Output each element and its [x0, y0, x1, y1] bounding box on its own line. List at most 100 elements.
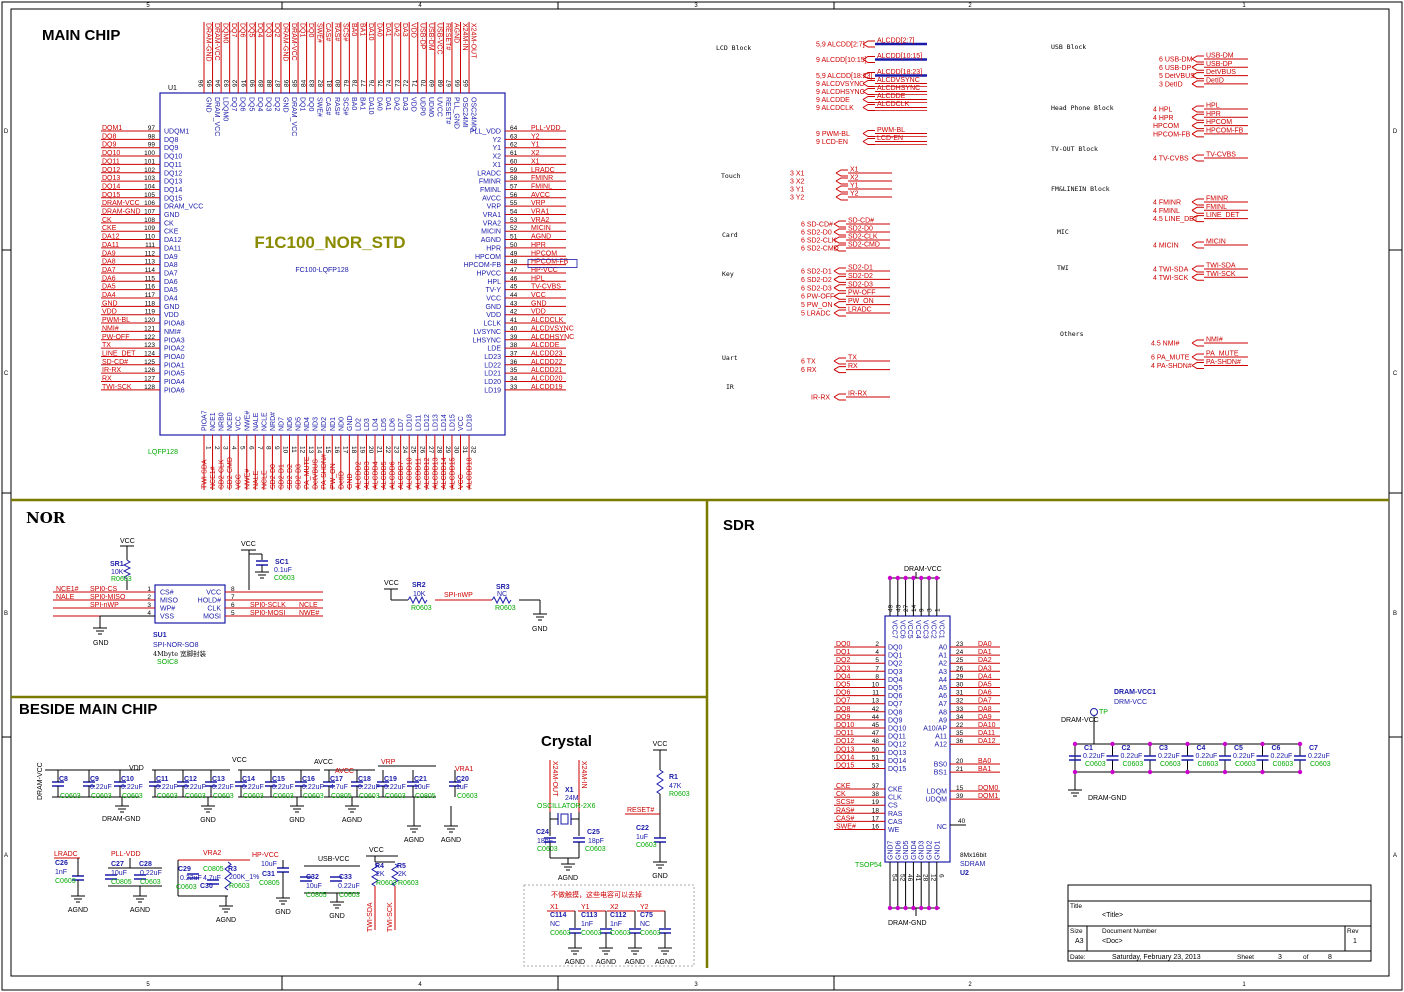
nor-gnd-symbol	[93, 627, 107, 635]
u2-pin-number: 14	[911, 604, 918, 612]
u1-top-pins: DRAM-GND 96 GND DRAM-VCC 95 DRAM_VCC DQM0 94 LDQ…	[198, 22, 477, 136]
u1-pin-name: DA1	[384, 97, 391, 111]
u2-pins: 49VCC743VCC627VCC514VCC49VCC33VCC21VCC1G…	[834, 575, 1000, 911]
test-point-icon	[1090, 708, 1098, 716]
cap-value: 0.22uF	[1158, 753, 1180, 760]
block-key-pw-off-net-label: PW-OFF	[848, 290, 875, 297]
u1-pin-name: LDQM0	[222, 97, 229, 121]
r4-value: 2K	[376, 871, 385, 878]
u1-pin-name: LHSYNC	[473, 337, 501, 344]
u1-net-label: SD2-CMD	[227, 457, 234, 489]
u1-pin-name: GND	[164, 304, 180, 311]
su1-pin-number: 5	[231, 610, 235, 617]
c28-value: 0.22uF	[140, 870, 162, 877]
block-head-phone-block-hpr-sheet-signal: 4 HPR	[1153, 115, 1174, 122]
u2-pin-name: CKE	[888, 787, 903, 794]
beside-c19-value: 0.22uF	[384, 784, 406, 791]
u1-pin-number: 127	[144, 376, 155, 383]
u2-pin-number: 29	[956, 673, 964, 680]
u1-pin-name: VRA2	[483, 220, 501, 227]
u1-pin-name: SCS#	[341, 97, 348, 115]
block-card-sd2-d0-net-label: SD2-D0	[848, 226, 873, 233]
u2-pin-number: 30	[956, 682, 964, 689]
u2-pin-number: 4	[875, 649, 879, 656]
u1-pin-number: 7	[256, 446, 263, 450]
r5-value: 2K	[398, 871, 407, 878]
cap-junction	[1297, 769, 1303, 775]
u1-net-label: PWM-BL	[102, 317, 130, 324]
u1-pin-number: 78	[352, 79, 359, 87]
touch-c112-agnd-label: AGND	[625, 959, 645, 966]
u2-net-label: CAS#	[836, 815, 854, 822]
u1-pin-number: 66	[455, 79, 462, 87]
u1-net-label: DA5	[102, 284, 116, 291]
u1-pin-number: 72	[403, 79, 410, 87]
u1-pin-number: 86	[284, 79, 291, 87]
u1-pin-name: LVSYNC	[474, 329, 502, 336]
u1-net-label: ALCDHSYNC	[531, 334, 574, 341]
u1-net-label: ALCDD5	[381, 461, 388, 489]
touch-c114-package: C0603	[550, 930, 571, 937]
u1-pin-number: 1	[205, 446, 212, 450]
u1-pin-name: DRAM_VCC	[213, 97, 220, 136]
u2-pin-name: VCC5	[906, 620, 913, 639]
u1-pin-name: DA8	[164, 262, 178, 269]
c31-value: 10uF	[261, 861, 277, 868]
u1-net-label: ALCDD4	[373, 461, 380, 489]
block-fm-linein-block-line-det-port-arrow	[1191, 215, 1204, 223]
block-key-lradc-port-arrow	[833, 309, 846, 317]
u1-pin-number: 68	[437, 79, 444, 87]
u1-net-label: TV-CVBS	[531, 284, 561, 291]
u1-net-label: GND	[347, 473, 354, 489]
gnd-1-symbol	[201, 805, 215, 813]
u1-pin-name: ND6	[287, 417, 294, 431]
block-head-phone-block-hpcom-sheet-signal: HPCOM	[1153, 123, 1179, 130]
u1-net-label: SWE#	[316, 23, 323, 43]
touch-c112-value: 1nF	[610, 921, 622, 928]
c25-value: 18pF	[588, 838, 604, 845]
r4-package: R0603	[376, 880, 397, 887]
u2-pin-name: GND2	[927, 840, 934, 860]
u1-pin-name: VDD	[164, 312, 179, 319]
c24-ref: C24	[536, 829, 549, 836]
block-key-pw-on-port-arrow	[833, 301, 846, 309]
u1-pin-number: 67	[446, 79, 453, 87]
block-mic-micin-sheet-signal: 4 MICIN	[1153, 243, 1179, 250]
u1-pin-number: 111	[145, 242, 155, 249]
c33-package: C0603	[339, 892, 360, 899]
block-label-usb-block: USB Block	[1051, 43, 1086, 51]
r5-package: R0603	[398, 880, 419, 887]
block-lcd-block-alcdd-2-7--sheet-signal: 5,9 ALCDD[2:7]	[816, 42, 865, 49]
u1-pin-name: DQ7	[230, 97, 237, 112]
u1-pin-name: LDE	[487, 346, 501, 353]
u1-net-label: HPCOM-FB	[531, 259, 569, 266]
u1-net-label: SD2-D3	[296, 464, 303, 489]
hp-vcc-net: HP-VCC	[252, 852, 279, 859]
u1-net-label: SD-CD#	[102, 359, 128, 366]
su1-pin-number: 2	[147, 594, 151, 601]
u2-net-label: DQ7	[836, 698, 851, 705]
u1-net-label: ALCDD14	[441, 457, 448, 489]
block-label-uart: Uart	[722, 354, 738, 362]
sr1-ref: SR1	[110, 561, 124, 568]
block-others-nmi--sheet-signal: 4.5 NMI#	[1151, 341, 1180, 348]
u1-net-label: SD2-D1	[278, 464, 285, 489]
u1-pin-name: Y2	[492, 137, 501, 144]
u2-net-label: DA10	[978, 722, 996, 729]
r3-value: 200K_1%	[229, 874, 259, 881]
u1-pin-number: 65	[463, 79, 470, 87]
u1-pin-name: DA6	[164, 279, 178, 286]
u2-pin-name: VCC1	[937, 620, 944, 639]
r3-resistor	[224, 861, 232, 891]
c22-package: C0603	[636, 842, 657, 849]
u2-net-label: DA8	[978, 706, 992, 713]
u2-pin-name: DQ8	[888, 709, 903, 716]
u1-pin-name: LD12	[424, 414, 431, 431]
beside-c12-ref: C12	[184, 776, 197, 783]
u1-pin-number: 55	[510, 200, 518, 207]
u1-pin-number: 93	[224, 79, 231, 87]
u1-pin-number: 39	[510, 334, 518, 341]
beside-c20-ref: C20	[456, 776, 469, 783]
u1-net-label: MICIN	[531, 225, 551, 232]
sdr-decoupling: DRAM-VCC1DRM-VCCTPDRAM-VCCDRAM-GNDC10.22…	[1061, 689, 1331, 802]
